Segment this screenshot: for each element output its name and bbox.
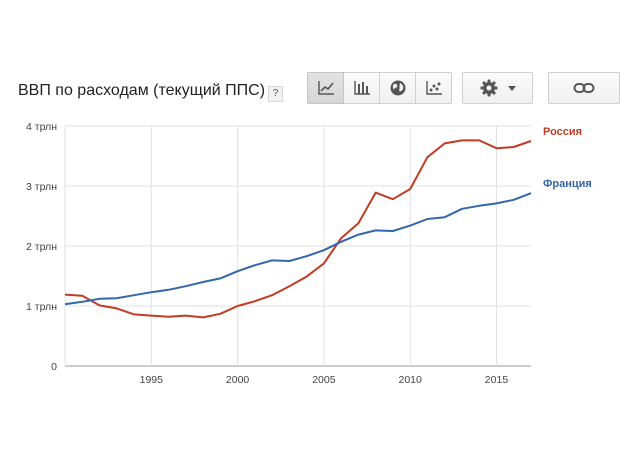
line-chart-icon	[317, 81, 334, 95]
series-label-0[interactable]: Россия	[543, 126, 582, 138]
x-tick-label: 1995	[140, 374, 164, 386]
link-button[interactable]	[548, 72, 620, 104]
x-tick-label: 2010	[399, 374, 423, 386]
series-label-1[interactable]: Франция	[543, 178, 592, 190]
y-tick-label: 4 трлн	[26, 121, 57, 133]
x-tick-label: 2000	[226, 374, 250, 386]
line-chart-button[interactable]	[307, 72, 344, 104]
caret-down-icon	[507, 85, 516, 91]
x-tick-label: 2015	[485, 374, 509, 386]
line-chart: 0 1 трлн 2 трлн 3 трлн 4 трлн 1995 2000 2005 201…	[26, 121, 592, 386]
x-tick-label: 2005	[312, 374, 336, 386]
help-icon[interactable]: ?	[268, 86, 283, 102]
gear-icon	[480, 79, 497, 97]
globe-icon	[390, 80, 405, 96]
scatter-chart-icon	[425, 81, 442, 95]
y-tick-label: 0	[51, 361, 57, 373]
y-tick-label: 2 трлн	[26, 241, 57, 253]
chart-type-toolbar	[307, 72, 452, 104]
y-tick-label: 3 трлн	[26, 181, 57, 193]
link-icon	[573, 83, 595, 93]
scatter-chart-button[interactable]	[416, 72, 452, 104]
series-line-1[interactable]	[64, 192, 532, 306]
chart-title: ВВП по расходам (текущий ППС)	[18, 82, 266, 99]
y-tick-label: 1 трлн	[26, 301, 57, 313]
settings-button[interactable]	[462, 72, 533, 104]
bar-chart-icon	[353, 81, 370, 95]
map-chart-button[interactable]	[380, 72, 416, 104]
bar-chart-button[interactable]	[344, 72, 380, 104]
series-line-0[interactable]	[64, 139, 532, 319]
